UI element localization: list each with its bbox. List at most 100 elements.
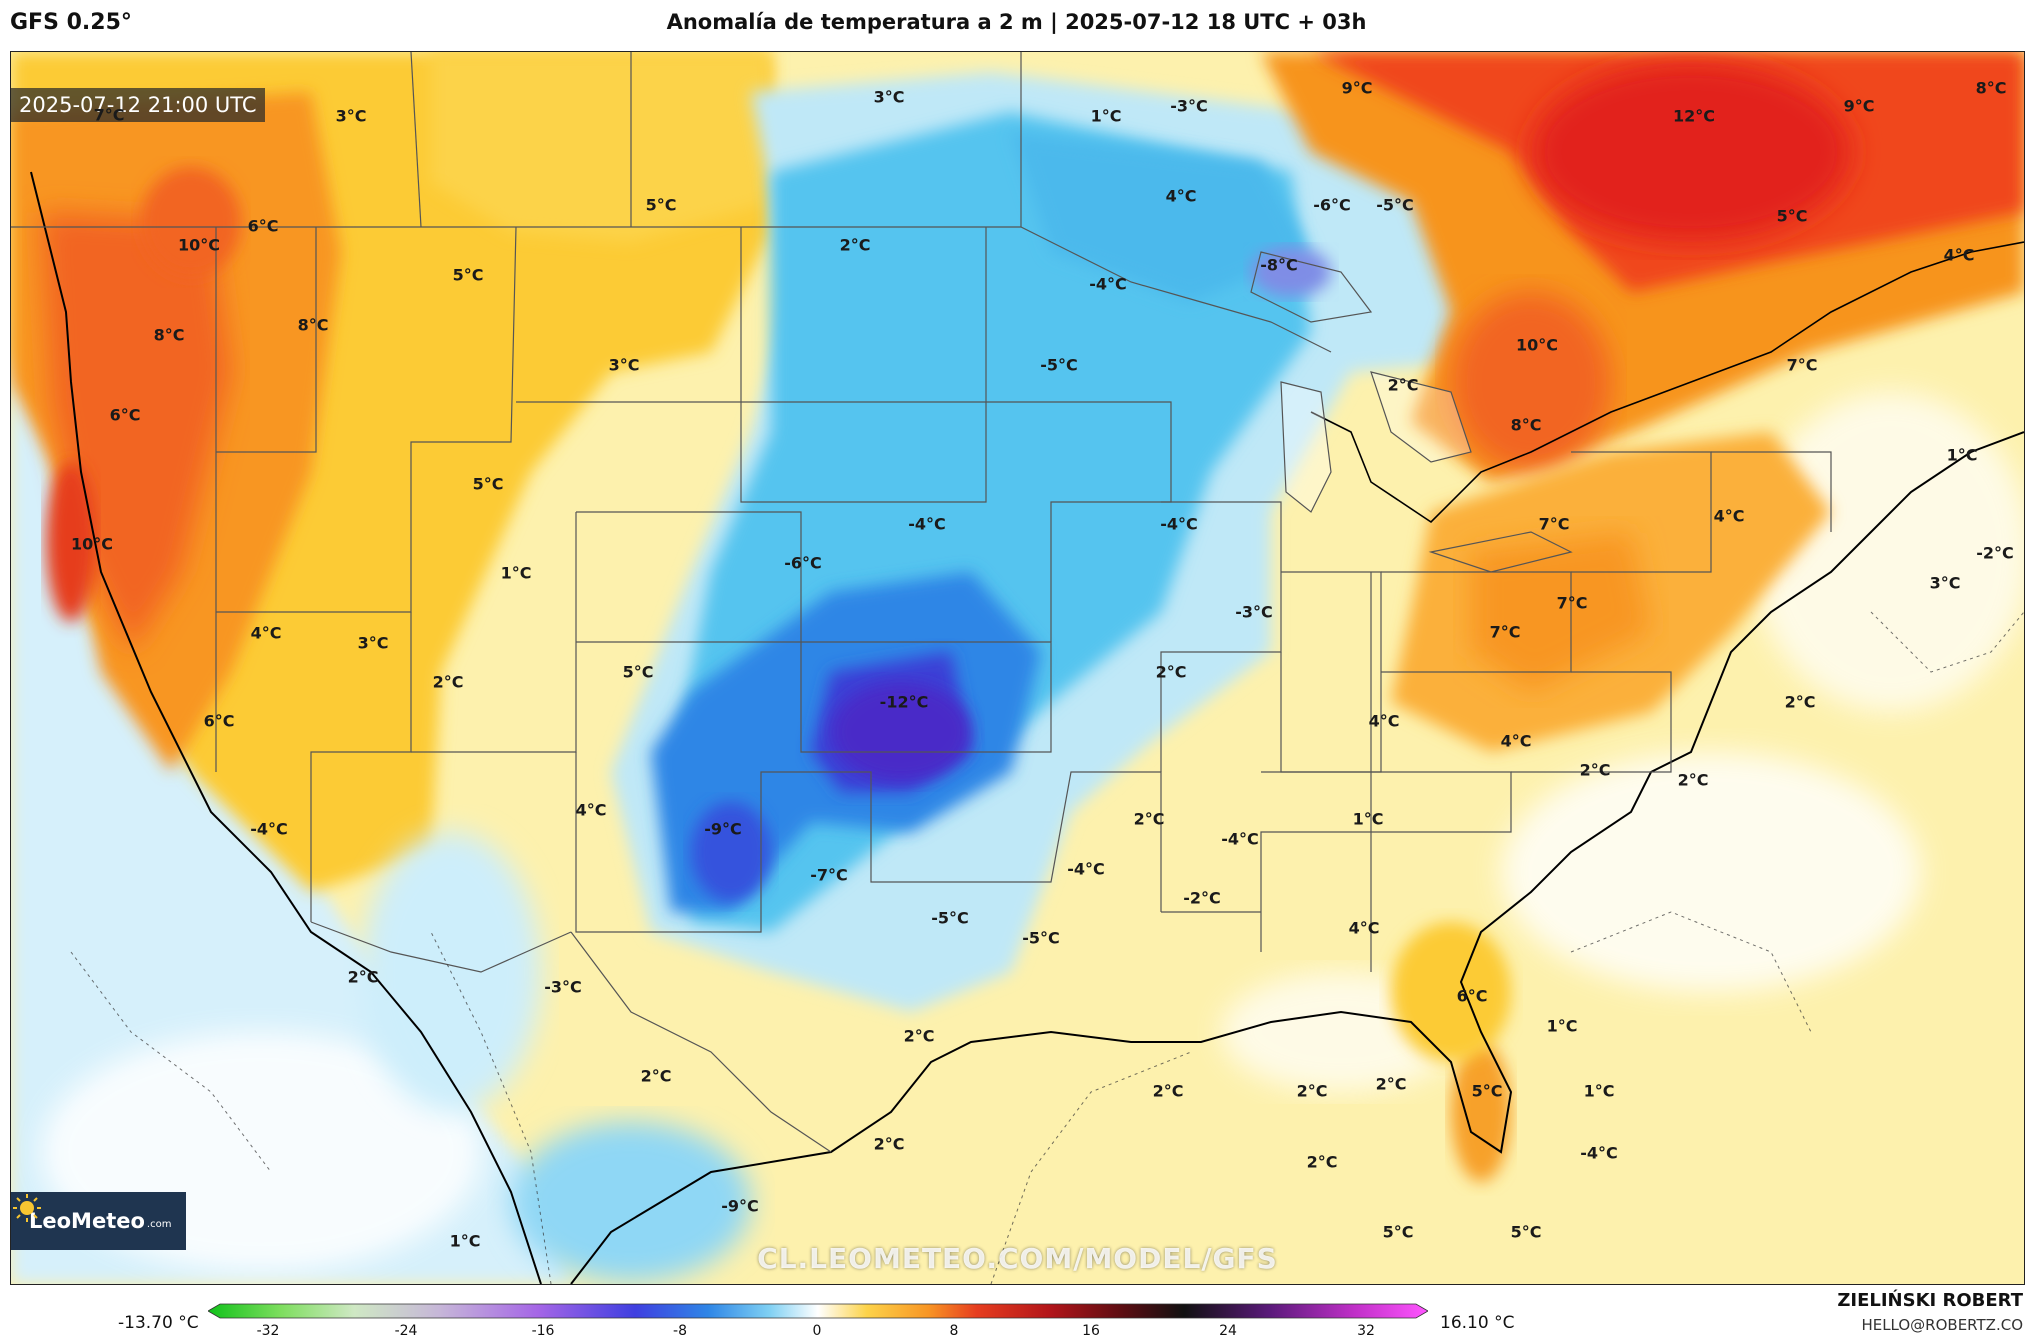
anomaly-label: -4°C xyxy=(1160,514,1198,534)
source-url-watermark: CL.LEOMETEO.COM/MODEL/GFS xyxy=(757,1242,1278,1275)
anomaly-label: 3°C xyxy=(357,633,389,653)
map-title: Anomalía de temperatura a 2 m | 2025-07-… xyxy=(666,10,1367,34)
anomaly-label: 2°C xyxy=(1296,1081,1328,1101)
anomaly-label: -5°C xyxy=(1040,355,1078,375)
min-value-label: -13.70 °C xyxy=(118,1313,199,1333)
anomaly-label: 8°C xyxy=(297,315,329,335)
anomaly-label: 7°C xyxy=(1489,622,1521,642)
anomaly-label: -4°C xyxy=(1221,829,1259,849)
anomaly-label: 2°C xyxy=(839,235,871,255)
brand-logo[interactable]: LeoMeteo .com xyxy=(11,1192,186,1250)
author-email[interactable]: HELLO@ROBERTZ.CO xyxy=(1861,1316,2023,1334)
anomaly-label: -5°C xyxy=(1022,928,1060,948)
anomaly-label: 7°C xyxy=(1556,593,1588,613)
anomaly-label: 2°C xyxy=(1579,760,1611,780)
anomaly-label: 6°C xyxy=(109,405,141,425)
anomaly-label: 2°C xyxy=(1155,662,1187,682)
anomaly-label: 5°C xyxy=(1510,1222,1542,1242)
anomaly-label: 6°C xyxy=(247,216,279,236)
anomaly-label: 2°C xyxy=(1677,770,1709,790)
anomaly-label: 3°C xyxy=(335,106,367,126)
anomaly-label: 8°C xyxy=(1975,78,2007,98)
colorbar-tick: 8 xyxy=(949,1323,959,1339)
anomaly-label: 1°C xyxy=(500,563,532,583)
anomaly-label: 7°C xyxy=(93,105,125,125)
anomaly-label: 2°C xyxy=(1784,692,1816,712)
anomaly-label: -4°C xyxy=(908,514,946,534)
anomaly-label: -6°C xyxy=(1313,195,1351,215)
anomaly-label: 5°C xyxy=(645,195,677,215)
colorbar-tick: 32 xyxy=(1357,1323,1375,1339)
anomaly-label: -5°C xyxy=(931,908,969,928)
temperature-colorbar xyxy=(208,1303,1428,1319)
map-fields xyxy=(11,52,2024,1284)
anomaly-label: 9°C xyxy=(1843,96,1875,116)
anomaly-label: 5°C xyxy=(1776,206,1808,226)
anomaly-label: 6°C xyxy=(1456,986,1488,1006)
anomaly-label: 1°C xyxy=(449,1231,481,1251)
anomaly-label: 4°C xyxy=(575,800,607,820)
anomaly-label: -12°C xyxy=(879,692,929,712)
anomaly-label: -3°C xyxy=(544,977,582,997)
anomaly-label: 5°C xyxy=(452,265,484,285)
anomaly-label: 7°C xyxy=(1786,355,1818,375)
colorbar-tick: -16 xyxy=(531,1323,555,1339)
anomaly-label: 2°C xyxy=(1375,1074,1407,1094)
author-name: ZIELIŃSKI ROBERT xyxy=(1837,1290,2023,1311)
anomaly-label: -3°C xyxy=(1170,96,1208,116)
anomaly-label: 2°C xyxy=(347,967,379,987)
anomaly-label: 5°C xyxy=(1382,1222,1414,1242)
colorbar-tick: 16 xyxy=(1082,1323,1100,1339)
colorbar-tick: -32 xyxy=(256,1323,280,1339)
valid-time-label: 2025-07-12 21:00 UTC xyxy=(11,88,265,122)
anomaly-label: -6°C xyxy=(784,553,822,573)
anomaly-label: -9°C xyxy=(704,819,742,839)
anomaly-label: 4°C xyxy=(1943,245,1975,265)
colorbar-tick: -8 xyxy=(673,1323,687,1339)
temperature-anomaly-map[interactable]: 2025-07-12 21:00 UTC 7°C 3°C 3°C 1°C -3°… xyxy=(10,51,2025,1285)
anomaly-label: -2°C xyxy=(1183,888,1221,908)
anomaly-label: 10°C xyxy=(177,235,221,255)
model-name: GFS 0.25° xyxy=(10,10,132,35)
anomaly-label: 5°C xyxy=(622,662,654,682)
anomaly-label: 1°C xyxy=(1352,809,1384,829)
anomaly-label: 6°C xyxy=(203,711,235,731)
anomaly-label: 1°C xyxy=(1583,1081,1615,1101)
anomaly-label: -8°C xyxy=(1260,255,1298,275)
anomaly-label: 9°C xyxy=(1341,78,1373,98)
anomaly-label: 4°C xyxy=(1165,186,1197,206)
anomaly-label: 4°C xyxy=(1500,731,1532,751)
anomaly-label: 1°C xyxy=(1090,106,1122,126)
anomaly-label: 4°C xyxy=(250,623,282,643)
anomaly-label: 2°C xyxy=(1306,1152,1338,1172)
anomaly-label: 2°C xyxy=(873,1134,905,1154)
anomaly-label: 1°C xyxy=(1946,445,1978,465)
colorbar-tick: 0 xyxy=(812,1323,822,1339)
anomaly-label: 2°C xyxy=(432,672,464,692)
anomaly-label: 10°C xyxy=(1515,335,1559,355)
anomaly-label: 2°C xyxy=(640,1066,672,1086)
anomaly-label: 7°C xyxy=(1538,514,1570,534)
anomaly-label: -2°C xyxy=(1976,543,2014,563)
anomaly-label: -4°C xyxy=(1067,859,1105,879)
anomaly-label: -9°C xyxy=(721,1196,759,1216)
sun-icon xyxy=(13,1194,41,1222)
anomaly-label: 8°C xyxy=(1510,415,1542,435)
brand-suffix: .com xyxy=(146,1218,172,1230)
anomaly-label: -4°C xyxy=(1580,1143,1618,1163)
anomaly-label: 4°C xyxy=(1368,711,1400,731)
anomaly-label: -3°C xyxy=(1235,602,1273,622)
colorbar-tick: 24 xyxy=(1219,1323,1237,1339)
anomaly-label: -7°C xyxy=(810,865,848,885)
anomaly-label: -4°C xyxy=(250,819,288,839)
anomaly-label: 8°C xyxy=(153,325,185,345)
anomaly-label: 1°C xyxy=(1546,1016,1578,1036)
brand-name: LeoMeteo xyxy=(29,1209,145,1233)
anomaly-label: 10°C xyxy=(70,534,114,554)
anomaly-label: 5°C xyxy=(472,474,504,494)
anomaly-label: 4°C xyxy=(1713,506,1745,526)
anomaly-label: -5°C xyxy=(1376,195,1414,215)
anomaly-label: 5°C xyxy=(1471,1081,1503,1101)
anomaly-label: 12°C xyxy=(1672,106,1716,126)
anomaly-label: 4°C xyxy=(1348,918,1380,938)
